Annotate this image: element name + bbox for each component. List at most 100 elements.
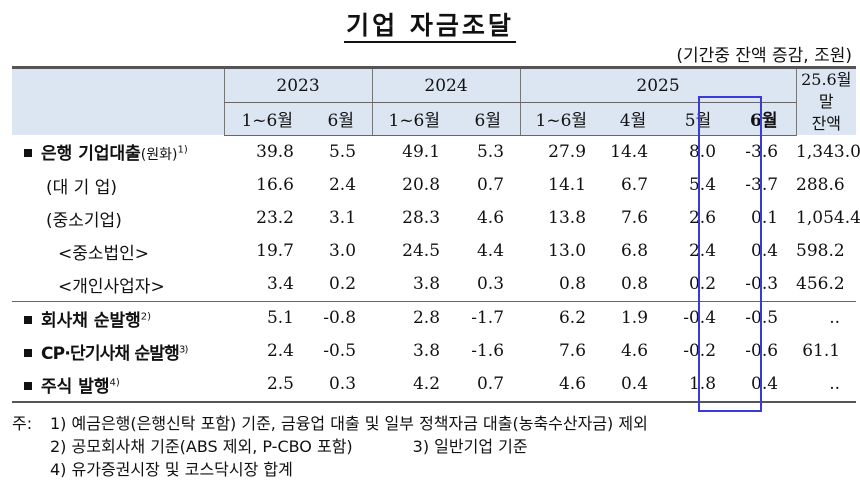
header-balance-line1: 25.6월말 xyxy=(801,70,852,111)
cell: 4.6 xyxy=(520,367,603,403)
footnote-4: 4) 유가증권시장 및 코스닥시장 합계 xyxy=(50,460,293,479)
cell: -0.8 xyxy=(310,300,373,335)
table-row: <개인사업자> 3.4 0.2 3.8 0.3 0.8 0.8 0.2 -0.3… xyxy=(12,268,856,302)
page-title: 기업 자금조달 xyxy=(0,6,860,43)
row-label: 회사채 순발행2) xyxy=(12,300,224,335)
cell-highlight: -3.6 xyxy=(745,142,779,162)
row-label: 은행 기업대출(원화)1) xyxy=(12,135,224,169)
cell-highlight: -0.3 xyxy=(745,274,779,294)
cell: 0.7 xyxy=(456,367,521,403)
unit-label: (기간중 잔액 증감, 조원) xyxy=(676,46,852,66)
row-label: <개인사업자> xyxy=(58,276,165,297)
header-row-periods: 1~6월 6월 1~6월 6월 1~6월 4월 5월 6월 xyxy=(12,102,856,136)
cell: -1.6 xyxy=(471,341,505,361)
row-label: <중소법인> xyxy=(58,243,150,264)
cell: 13.8 xyxy=(548,208,587,228)
cell: 0.4 xyxy=(602,367,665,403)
cell: 4.6 xyxy=(620,341,649,361)
header-balance: 25.6월말 잔액 xyxy=(795,66,857,135)
cell: 6.8 xyxy=(620,241,649,261)
cell: 14.1 xyxy=(548,175,587,195)
cell: 0.3 xyxy=(476,274,505,294)
header-year-2024: 2024 xyxy=(371,65,521,104)
cell: 39.8 xyxy=(256,142,294,162)
cell: 49.1 xyxy=(402,142,441,162)
cell-balance: .. xyxy=(796,367,857,403)
cell: -0.5 xyxy=(323,341,357,361)
cell: 1.9 xyxy=(602,300,665,335)
cell: 5.4 xyxy=(688,175,717,195)
cell: 6.7 xyxy=(620,175,649,195)
row-label: CP·단기사채 순발행3) xyxy=(12,335,224,368)
cell-balance: 61.1 xyxy=(802,341,841,361)
cell: -1.7 xyxy=(456,300,521,335)
cell: 4.4 xyxy=(476,241,505,261)
footnote-row: 4) 유가증권시장 및 코스닥시장 합계 xyxy=(12,458,852,481)
cell: 4.2 xyxy=(372,367,457,403)
bullet-icon xyxy=(24,315,32,324)
cell-balance: 456.2 xyxy=(796,274,845,294)
footnote-prefix: 주: xyxy=(12,414,33,433)
header-year-2025: 2025 xyxy=(519,65,797,104)
cell: 5.3 xyxy=(476,142,505,162)
cell: 27.9 xyxy=(548,142,587,162)
bullet-icon xyxy=(24,348,32,357)
footnote-2: 2) 공모회사채 기준(ABS 제외, P-CBO 포함) xyxy=(50,437,353,456)
cell: -0.2 xyxy=(683,341,717,361)
header-period: 5월 xyxy=(664,102,733,136)
row-label: 주식 발행4) xyxy=(12,367,224,403)
cell: 3.4 xyxy=(266,274,294,294)
footnote-row: 2) 공모회사채 기준(ABS 제외, P-CBO 포함) 3) 일반기업 기준 xyxy=(12,435,852,458)
cell: 2.8 xyxy=(372,300,457,335)
table-row: CP·단기사채 순발행3) 2.4 -0.5 3.8 -1.6 7.6 4.6 … xyxy=(12,335,856,368)
header-period: 6월 xyxy=(310,102,373,136)
row-label: (대 기 업) xyxy=(46,177,117,198)
table-row: (중소기업) 23.2 3.1 28.3 4.6 13.8 7.6 2.6 0.… xyxy=(12,202,860,235)
cell: 14.4 xyxy=(610,142,649,162)
cell: 19.7 xyxy=(256,241,294,261)
cell: 4.6 xyxy=(476,208,505,228)
cell: 2.4 xyxy=(688,241,717,261)
cell: 0.2 xyxy=(328,274,357,294)
cell: 5.1 xyxy=(224,300,310,335)
cell: 0.8 xyxy=(558,274,587,294)
cell-highlight: 0.1 xyxy=(751,208,779,228)
cell: 1.8 xyxy=(664,367,733,403)
cell: 5.5 xyxy=(328,142,357,162)
cell: 3.8 xyxy=(412,274,441,294)
cell: 2.6 xyxy=(688,208,717,228)
funding-table: 2023 2024 2025 25.6월말 잔액 1~6월 6월 1~6월 6월… xyxy=(12,65,860,403)
header-row-years: 2023 2024 2025 25.6월말 잔액 xyxy=(12,65,857,135)
table-row: 은행 기업대출(원화)1) 39.8 5.5 49.1 5.3 27.9 14.… xyxy=(12,135,860,169)
cell: 0.7 xyxy=(476,175,505,195)
footnotes: 주: 1) 예금은행(은행신탁 포함) 기준, 금융업 대출 및 일부 정책자금 … xyxy=(12,412,852,481)
bullet-icon xyxy=(24,381,32,390)
cell-highlight: -0.5 xyxy=(732,300,797,335)
cell-highlight: -3.7 xyxy=(745,175,779,195)
table-row: 회사채 순발행2) 5.1 -0.8 2.8 -1.7 6.2 1.9 -0.4… xyxy=(12,300,857,335)
header-period: 1~6월 xyxy=(223,102,310,136)
cell: 28.3 xyxy=(402,208,441,228)
cell: 7.6 xyxy=(620,208,649,228)
table-row: 주식 발행4) 2.5 0.3 4.2 0.7 4.6 0.4 1.8 0.4 … xyxy=(12,367,857,403)
header-year-2023: 2023 xyxy=(223,65,373,104)
cell: 8.0 xyxy=(688,142,717,162)
header-period: 4월 xyxy=(602,102,665,136)
bullet-icon xyxy=(24,149,32,158)
cell-balance: 1,054.4 xyxy=(796,208,860,228)
cell-highlight: 0.4 xyxy=(732,367,797,403)
cell-balance: .. xyxy=(796,300,857,335)
cell: 16.6 xyxy=(256,175,294,195)
cell: 2.4 xyxy=(328,175,357,195)
cell: -0.4 xyxy=(664,300,733,335)
cell: 7.6 xyxy=(558,341,587,361)
footnote-row: 주: 1) 예금은행(은행신탁 포함) 기준, 금융업 대출 및 일부 정책자금 … xyxy=(12,412,852,435)
header-balance-line2: 잔액 xyxy=(811,114,842,133)
table-row: <중소법인> 19.7 3.0 24.5 4.4 13.0 6.8 2.4 0.… xyxy=(12,235,856,268)
cell-highlight: 0.4 xyxy=(751,241,779,261)
cell-balance: 288.6 xyxy=(796,175,845,195)
cell: 3.1 xyxy=(328,208,357,228)
cell: 0.2 xyxy=(688,274,717,294)
cell-balance: 1,343.0 xyxy=(796,141,860,162)
cell: 3.0 xyxy=(328,241,357,261)
